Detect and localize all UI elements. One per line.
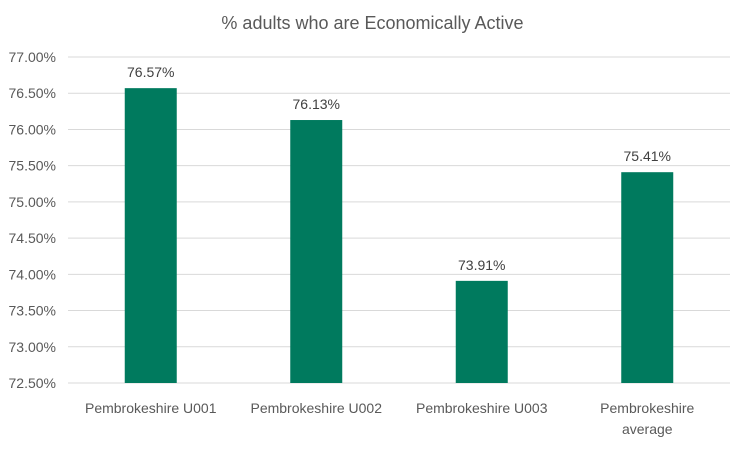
bar bbox=[621, 172, 674, 383]
y-tick-label: 74.00% bbox=[9, 266, 56, 282]
y-tick-label: 75.00% bbox=[9, 194, 56, 210]
x-category-label: Pembrokeshire bbox=[600, 400, 694, 416]
x-category-label: Pembrokeshire U003 bbox=[416, 400, 548, 416]
y-tick-label: 73.50% bbox=[9, 303, 56, 319]
y-tick-label: 77.00% bbox=[9, 49, 56, 65]
chart-title: % adults who are Economically Active bbox=[221, 13, 524, 33]
y-tick-label: 76.00% bbox=[9, 121, 56, 137]
data-label: 76.13% bbox=[293, 96, 340, 112]
bar bbox=[124, 88, 177, 383]
data-label: 75.41% bbox=[624, 148, 671, 164]
bar bbox=[290, 120, 343, 383]
y-tick-label: 75.50% bbox=[9, 158, 56, 174]
data-label: 73.91% bbox=[458, 257, 505, 273]
data-label: 76.57% bbox=[127, 64, 174, 80]
x-category-label: Pembrokeshire U001 bbox=[85, 400, 217, 416]
x-axis-categories: Pembrokeshire U001 Pembrokeshire U002 Pemb… bbox=[85, 400, 695, 437]
bars bbox=[124, 88, 674, 383]
x-category-label: Pembrokeshire U002 bbox=[250, 400, 382, 416]
y-tick-label: 73.00% bbox=[9, 339, 56, 355]
y-tick-label: 76.50% bbox=[9, 85, 56, 101]
y-tick-label: 72.50% bbox=[9, 375, 56, 391]
bar bbox=[455, 280, 508, 383]
x-category-label: average bbox=[622, 421, 673, 437]
data-labels: 76.57% 76.13% 73.91% 75.41% bbox=[127, 64, 671, 273]
y-tick-label: 74.50% bbox=[9, 230, 56, 246]
y-axis-ticks: 72.50% 73.00% 73.50% 74.00% 74.50% 75.00% 75.5… bbox=[9, 49, 56, 391]
gridlines bbox=[68, 56, 730, 384]
